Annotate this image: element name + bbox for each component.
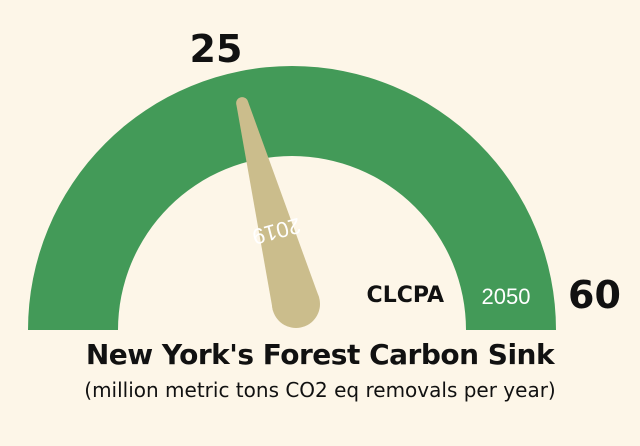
target-name-label: CLCPA bbox=[367, 283, 444, 308]
gauge-needle-base bbox=[272, 280, 320, 328]
gauge-arc bbox=[28, 66, 556, 330]
chart-subtitle: (million metric tons CO2 eq removals per… bbox=[84, 378, 556, 402]
needle-value-label: 25 bbox=[190, 27, 243, 71]
scale-max-label: 60 bbox=[568, 273, 621, 317]
chart-title: New York's Forest Carbon Sink bbox=[85, 338, 555, 371]
target-year-label: 2050 bbox=[482, 284, 531, 309]
gauge-needle-tip bbox=[236, 97, 249, 110]
gauge-needle bbox=[236, 101, 320, 311]
